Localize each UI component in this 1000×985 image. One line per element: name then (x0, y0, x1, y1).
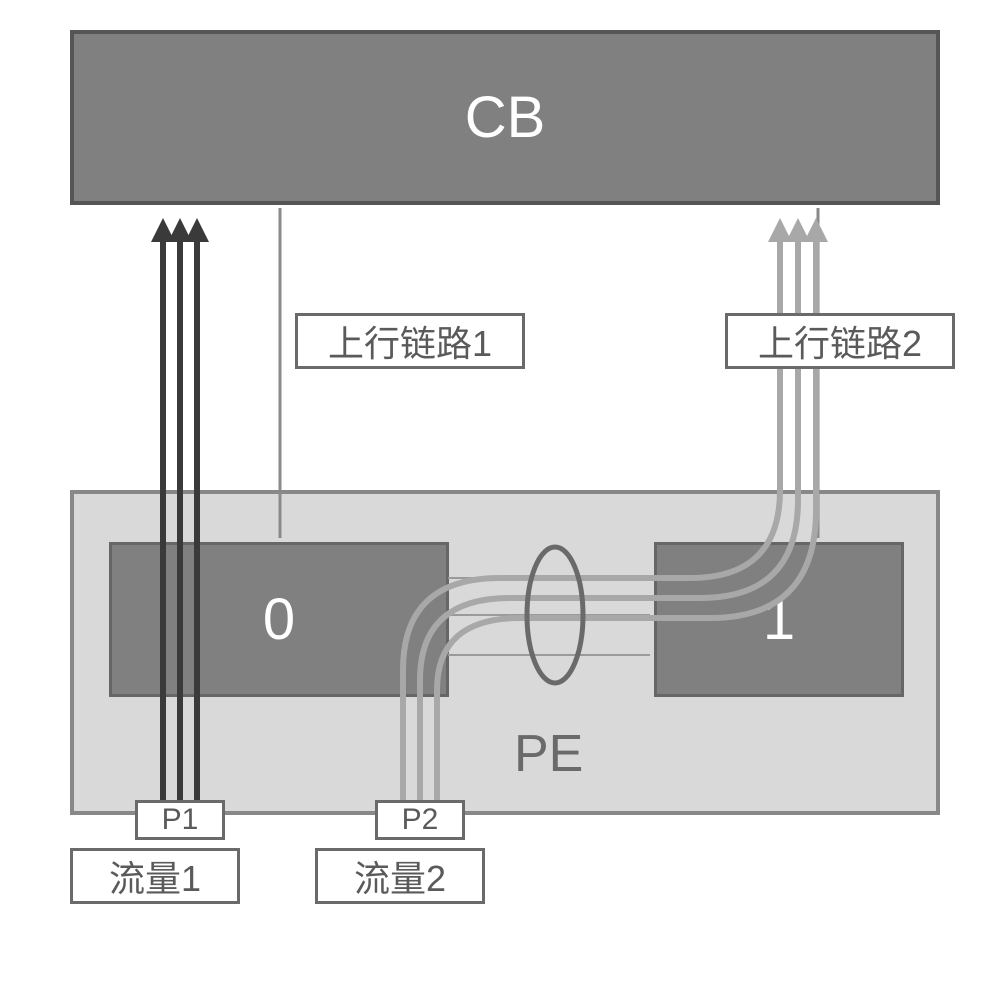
p1-label: P1 (162, 803, 199, 837)
flow2-label: 流量2 (354, 850, 446, 902)
port-p2: P2 (375, 800, 465, 840)
box1-label: 1 (763, 586, 795, 653)
cb-label: CB (465, 84, 546, 151)
flow1-box: 流量1 (70, 848, 240, 904)
network-diagram: CB 上行链路1 上行链路2 0 1 PE P1 P2 流量1 流量2 (70, 30, 940, 960)
pe-box-0: 0 (109, 542, 449, 697)
p2-label: P2 (402, 803, 439, 837)
cb-node: CB (70, 30, 940, 205)
flow1-label: 流量1 (109, 850, 201, 902)
pe-label: PE (514, 724, 583, 784)
uplink2-label-box: 上行链路2 (725, 313, 955, 369)
uplink2-label: 上行链路2 (758, 315, 922, 367)
pe-box-1: 1 (654, 542, 904, 697)
uplink1-label: 上行链路1 (328, 315, 492, 367)
flow2-box: 流量2 (315, 848, 485, 904)
port-p1: P1 (135, 800, 225, 840)
uplink1-label-box: 上行链路1 (295, 313, 525, 369)
pe-container: 0 1 PE (70, 490, 940, 815)
box0-label: 0 (263, 586, 295, 653)
